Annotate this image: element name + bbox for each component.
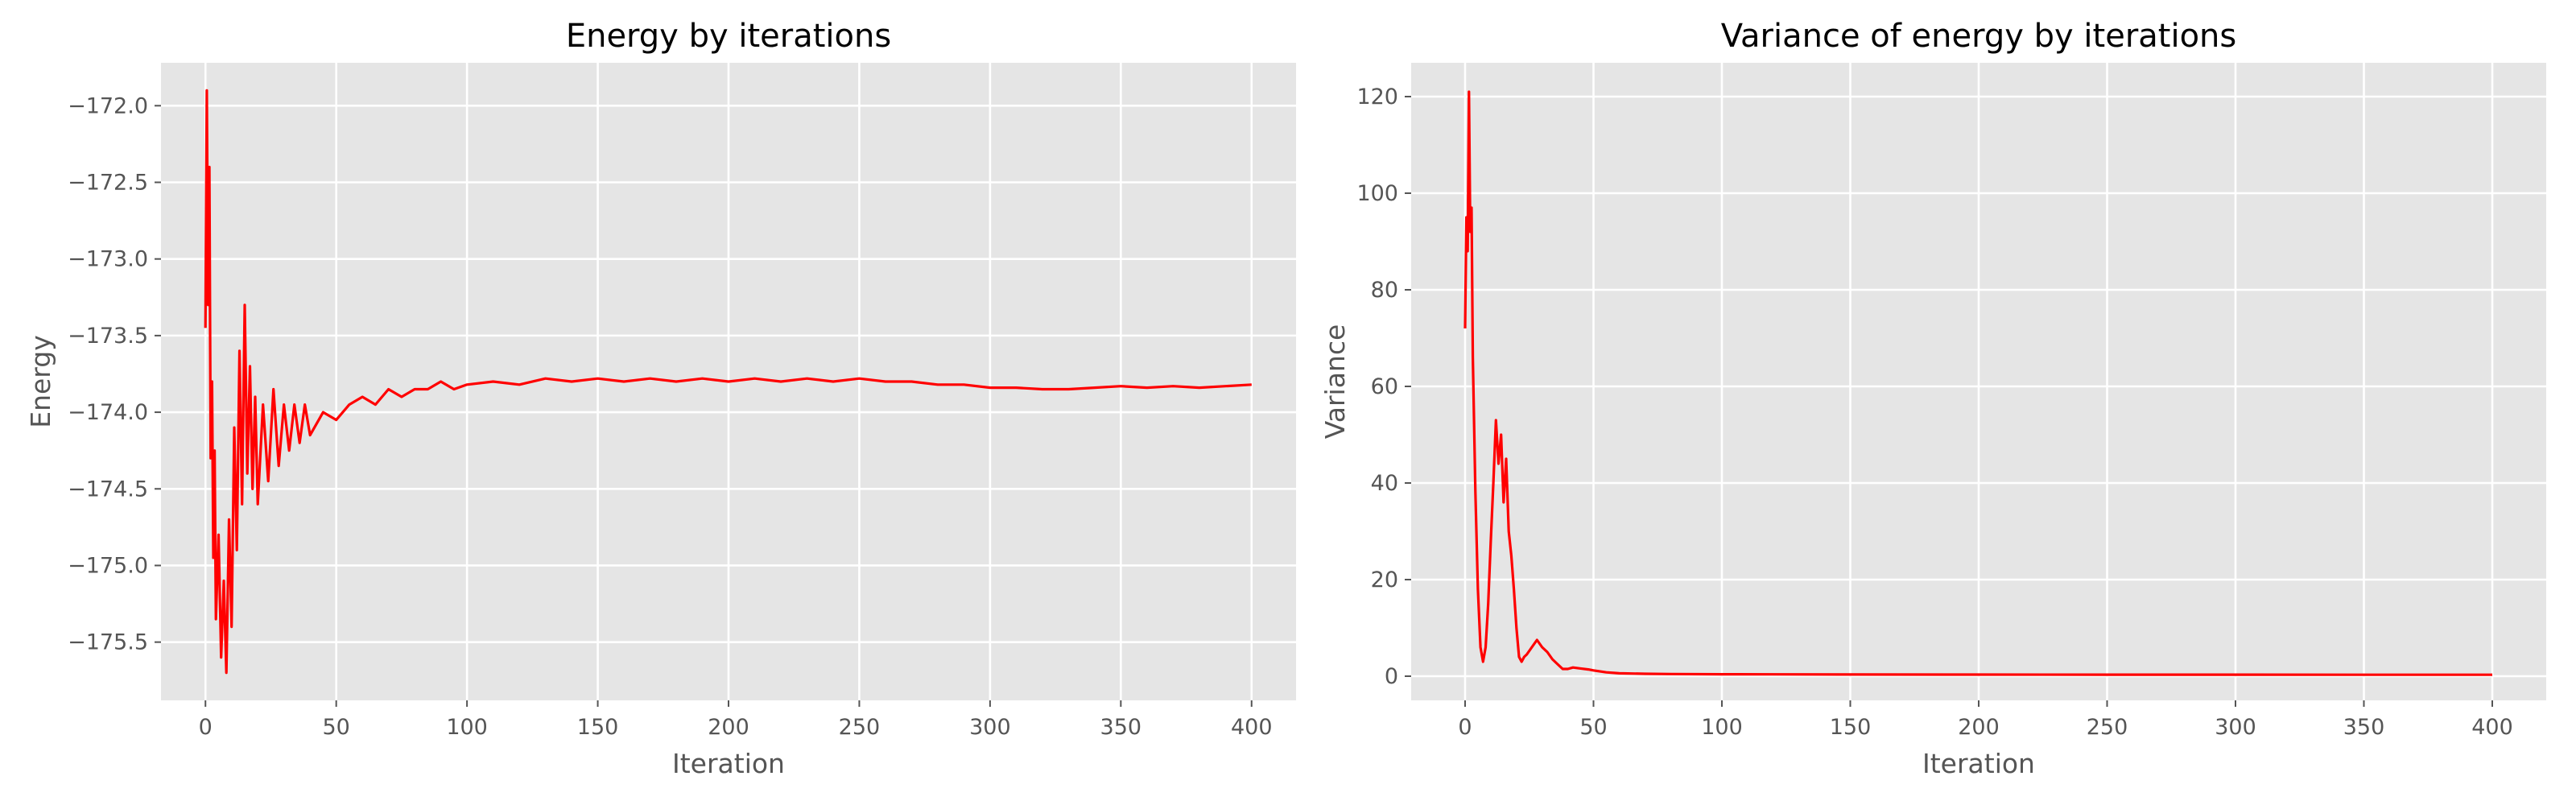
energy-x-tick-label: 100: [446, 715, 488, 740]
energy-y-tick-label: −172.5: [68, 171, 148, 196]
energy-y-tick-label: −173.5: [68, 324, 148, 349]
energy-y-tick-label: −174.5: [68, 477, 148, 502]
energy-x-tick-label: 50: [322, 715, 349, 740]
energy-y-axis-label: Energy: [25, 335, 56, 428]
energy-y-tick-label: −172.0: [68, 93, 148, 118]
variance-x-tick-label: 350: [2343, 715, 2385, 740]
energy-y-tick-label: −175.0: [68, 553, 148, 578]
energy-chart: 0 50 100 150 200 250 300 350 400 −172.0 −172.5 −173…: [25, 18, 1296, 779]
variance-series-line: [1463, 90, 2492, 676]
variance-chart: 0 50 100 150 200 250 300 350 400 0 20 40 60 80 100 120 V…: [1319, 18, 2546, 779]
energy-x-tick-label: 150: [577, 715, 619, 740]
variance-y-tick-label: 20: [1371, 568, 1398, 592]
variance-y-tick-label: 120: [1356, 85, 1398, 109]
energy-x-axis-label: Iteration: [672, 748, 785, 779]
variance-x-tick-label: 0: [1458, 715, 1472, 740]
energy-x-tick-label: 400: [1231, 715, 1273, 740]
variance-y-axis-label: Variance: [1319, 324, 1351, 440]
energy-chart-title: Energy by iterations: [566, 18, 891, 55]
variance-y-tick-label: 0: [1385, 664, 1398, 689]
variance-x-tick-label: 250: [2087, 715, 2128, 740]
variance-y-tick-label: 100: [1356, 181, 1398, 206]
variance-y-tick-label: 60: [1371, 374, 1398, 399]
energy-y-tick-label: −174.0: [68, 400, 148, 425]
variance-x-tick-label: 200: [1958, 715, 2000, 740]
variance-x-tick-label: 400: [2471, 715, 2513, 740]
variance-y-tick-label: 80: [1371, 278, 1398, 303]
variance-x-tick-label: 50: [1579, 715, 1607, 740]
energy-y-tick-label: −175.5: [68, 630, 148, 655]
variance-x-axis-label: Iteration: [1922, 748, 2035, 779]
variance-x-tick-label: 100: [1701, 715, 1743, 740]
energy-series-line: [204, 89, 1252, 675]
energy-x-tick-label: 300: [969, 715, 1011, 740]
energy-x-tick-label: 200: [708, 715, 749, 740]
variance-y-tick-label: 40: [1371, 471, 1398, 496]
variance-x-tick-label: 300: [2215, 715, 2256, 740]
energy-x-tick-label: 350: [1100, 715, 1142, 740]
variance-chart-title: Variance of energy by iterations: [1721, 18, 2236, 55]
energy-x-tick-label: 250: [839, 715, 881, 740]
energy-x-tick-label: 0: [199, 715, 213, 740]
energy-y-tick-label: −173.0: [68, 247, 148, 272]
variance-x-tick-label: 150: [1830, 715, 1872, 740]
